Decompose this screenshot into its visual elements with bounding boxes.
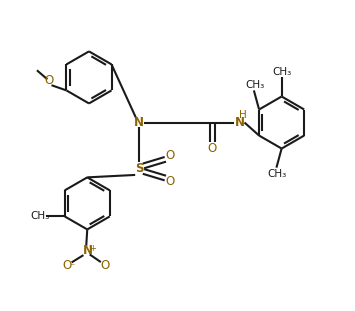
Text: CH₃: CH₃: [272, 67, 291, 77]
Text: O: O: [165, 175, 174, 188]
Text: O: O: [100, 259, 110, 272]
Text: O: O: [63, 259, 72, 272]
Text: O: O: [44, 74, 53, 87]
Text: +: +: [89, 244, 96, 253]
Text: O: O: [208, 142, 217, 155]
Text: N: N: [134, 116, 144, 129]
Text: H: H: [239, 110, 247, 120]
Text: CH₃: CH₃: [245, 80, 264, 90]
Text: CH₃: CH₃: [30, 211, 49, 221]
Text: N: N: [235, 116, 245, 129]
Text: O: O: [165, 149, 174, 162]
Text: CH₃: CH₃: [268, 169, 287, 179]
Text: N: N: [83, 244, 93, 258]
Text: S: S: [135, 162, 143, 175]
Text: ⁻: ⁻: [69, 262, 74, 272]
